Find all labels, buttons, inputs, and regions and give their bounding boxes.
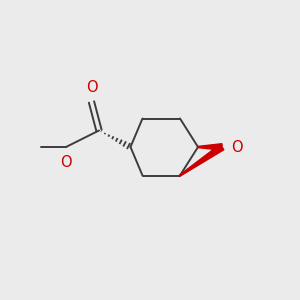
Polygon shape <box>180 144 224 176</box>
Polygon shape <box>198 144 222 150</box>
Text: O: O <box>86 80 97 95</box>
Text: O: O <box>60 155 71 170</box>
Text: O: O <box>231 140 243 154</box>
